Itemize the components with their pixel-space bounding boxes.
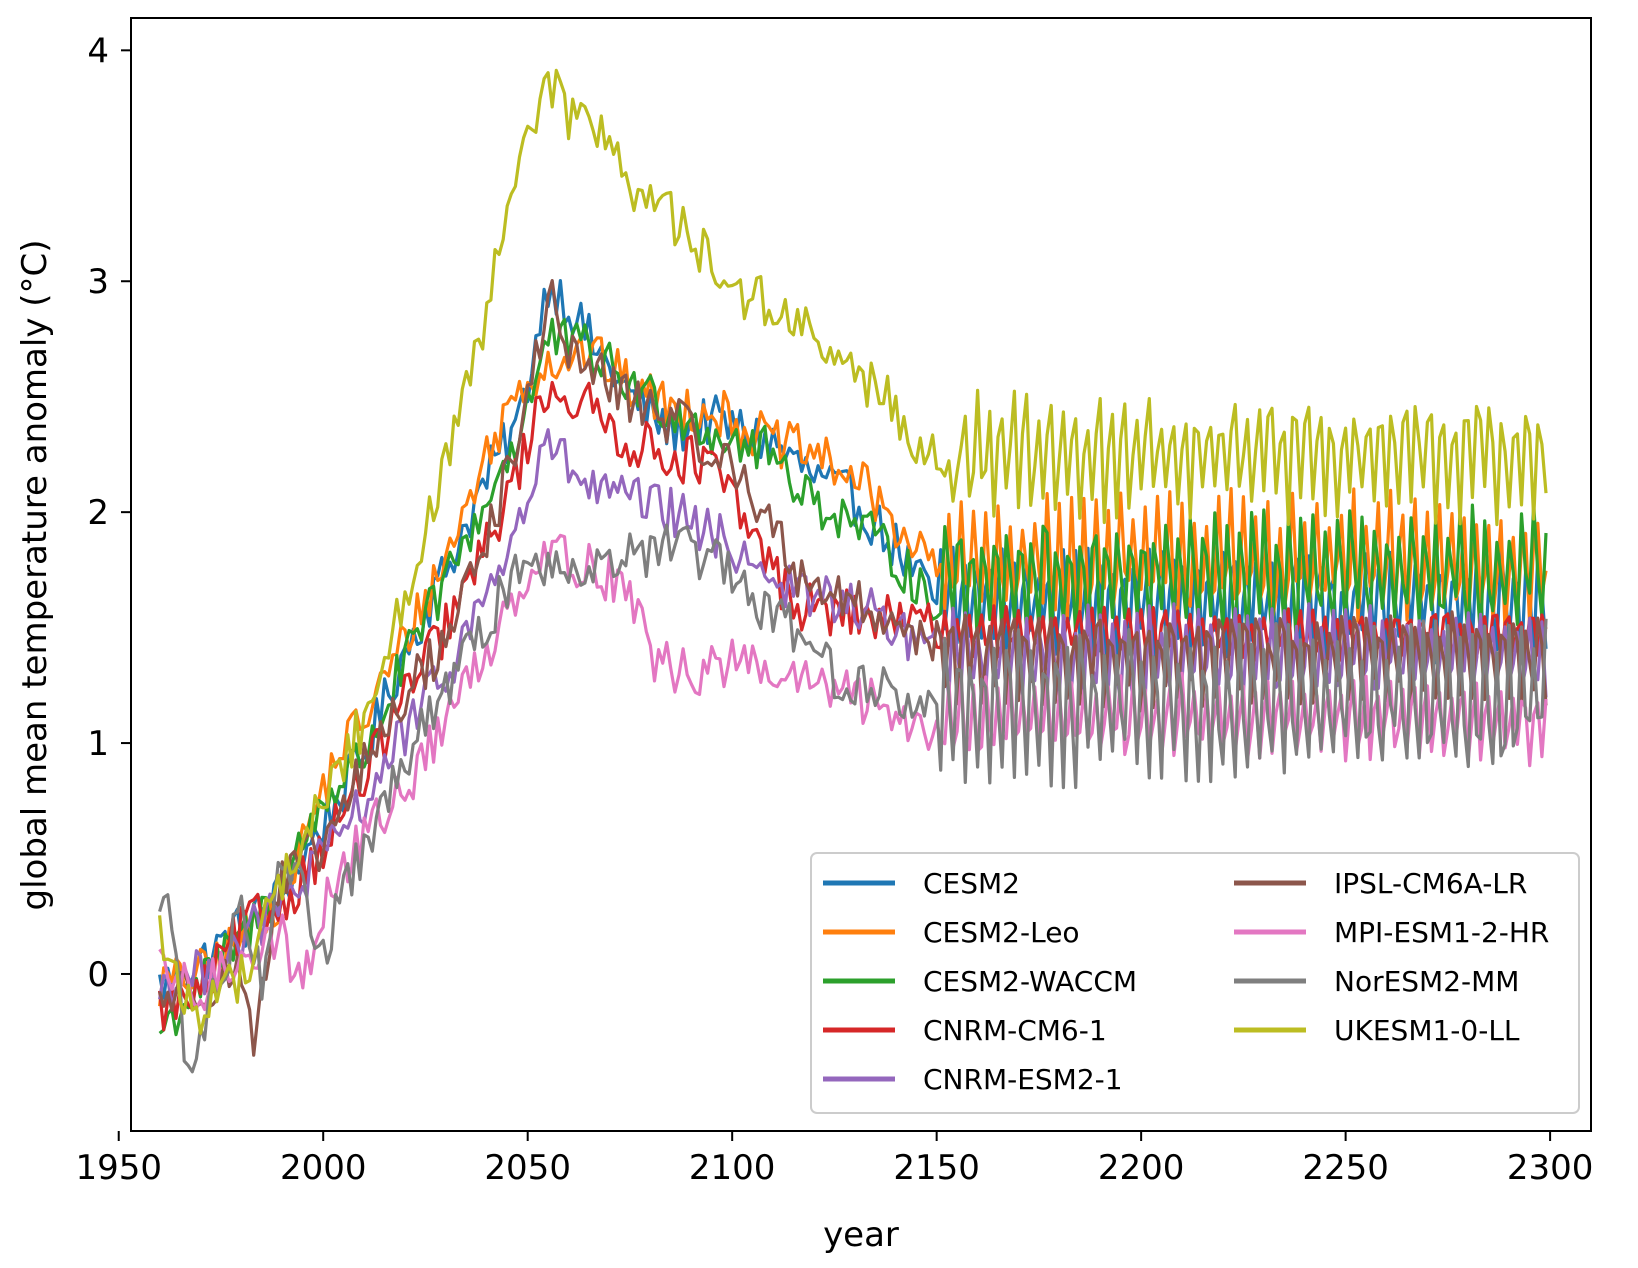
y-axis: 0 1 2 3 4: [87, 31, 131, 995]
legend-label: NorESM2-MM: [1334, 965, 1519, 998]
x-tick-label: 2300: [1507, 1148, 1594, 1188]
legend-label: CESM2-WACCM: [923, 965, 1137, 998]
x-tick-label: 1950: [75, 1148, 162, 1188]
legend-frame: [810, 852, 1580, 1114]
legend-label: IPSL-CM6A-LR: [1334, 867, 1527, 900]
legend-label: CNRM-CM6-1: [923, 1014, 1107, 1047]
x-tick-label: 2200: [1098, 1148, 1185, 1188]
legend: CESM2 CESM2-Leo CESM2-WACCM CNRM-CM6-1 CNRM-…: [810, 852, 1580, 1114]
x-tick-label: 2050: [484, 1148, 571, 1188]
legend-label: CESM2: [923, 867, 1020, 900]
y-tick-label: 2: [87, 493, 109, 533]
series-layer: [158, 68, 1548, 1074]
y-tick-label: 0: [87, 955, 109, 995]
series-line-noresm2-mm: [158, 523, 1548, 1074]
x-tick-label: 2250: [1302, 1148, 1389, 1188]
y-axis-label: global mean temperature anomaly (°C): [15, 239, 55, 910]
legend-label: MPI-ESM1-2-HR: [1334, 916, 1549, 949]
legend-label: CNRM-ESM2-1: [923, 1063, 1123, 1096]
y-tick-label: 1: [87, 724, 109, 764]
x-tick-label: 2150: [893, 1148, 980, 1188]
y-tick-label: 3: [87, 262, 109, 302]
x-axis-label: year: [823, 1215, 899, 1255]
x-tick-label: 2000: [280, 1148, 367, 1188]
legend-label: CESM2-Leo: [923, 916, 1080, 949]
series-line-ukesm1-0-ll: [158, 68, 1548, 1035]
series-line-mpi-esm1-2-hr: [158, 533, 1548, 1012]
x-tick-label: 2100: [689, 1148, 776, 1188]
legend-label: UKESM1-0-LL: [1334, 1014, 1520, 1047]
y-tick-label: 4: [87, 31, 109, 71]
plot-frame: [130, 17, 1592, 1132]
x-axis: 1950 2000 2050 2100 2150 2200 2250 2300: [75, 1131, 1593, 1188]
